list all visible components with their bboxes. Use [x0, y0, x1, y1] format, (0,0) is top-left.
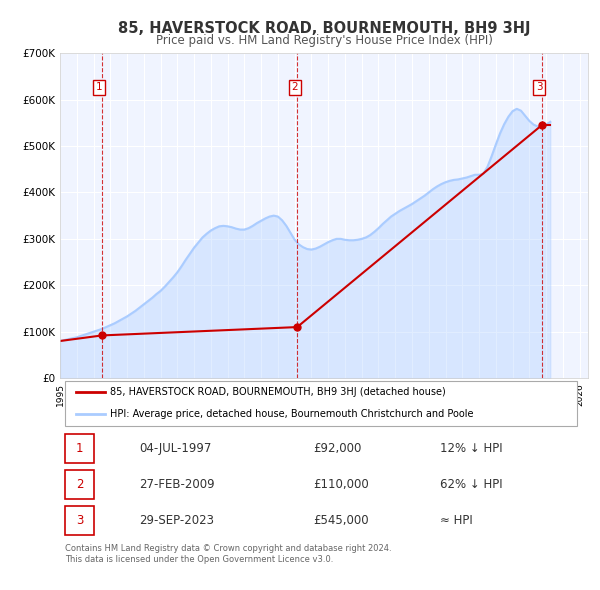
- Text: £545,000: £545,000: [313, 514, 369, 527]
- Text: 1: 1: [96, 82, 103, 92]
- FancyBboxPatch shape: [65, 381, 577, 425]
- Text: 1: 1: [76, 442, 83, 455]
- Text: 62% ↓ HPI: 62% ↓ HPI: [440, 478, 503, 491]
- Text: 85, HAVERSTOCK ROAD, BOURNEMOUTH, BH9 3HJ: 85, HAVERSTOCK ROAD, BOURNEMOUTH, BH9 3H…: [118, 21, 530, 35]
- Text: 04-JUL-1997: 04-JUL-1997: [139, 442, 212, 455]
- Text: 3: 3: [76, 514, 83, 527]
- Text: 85, HAVERSTOCK ROAD, BOURNEMOUTH, BH9 3HJ (detached house): 85, HAVERSTOCK ROAD, BOURNEMOUTH, BH9 3H…: [110, 387, 446, 397]
- Text: 12% ↓ HPI: 12% ↓ HPI: [440, 442, 503, 455]
- FancyBboxPatch shape: [65, 434, 94, 463]
- Text: 3: 3: [536, 82, 543, 92]
- Text: ≈ HPI: ≈ HPI: [440, 514, 473, 527]
- Text: 27-FEB-2009: 27-FEB-2009: [139, 478, 215, 491]
- Text: HPI: Average price, detached house, Bournemouth Christchurch and Poole: HPI: Average price, detached house, Bour…: [110, 409, 473, 419]
- Text: 2: 2: [76, 478, 83, 491]
- FancyBboxPatch shape: [65, 470, 94, 499]
- Text: £110,000: £110,000: [313, 478, 369, 491]
- FancyBboxPatch shape: [65, 506, 94, 535]
- Text: £92,000: £92,000: [313, 442, 362, 455]
- Text: 2: 2: [292, 82, 298, 92]
- Text: Contains HM Land Registry data © Crown copyright and database right 2024.
This d: Contains HM Land Registry data © Crown c…: [65, 545, 392, 564]
- Text: Price paid vs. HM Land Registry's House Price Index (HPI): Price paid vs. HM Land Registry's House …: [155, 34, 493, 47]
- Text: 29-SEP-2023: 29-SEP-2023: [139, 514, 214, 527]
